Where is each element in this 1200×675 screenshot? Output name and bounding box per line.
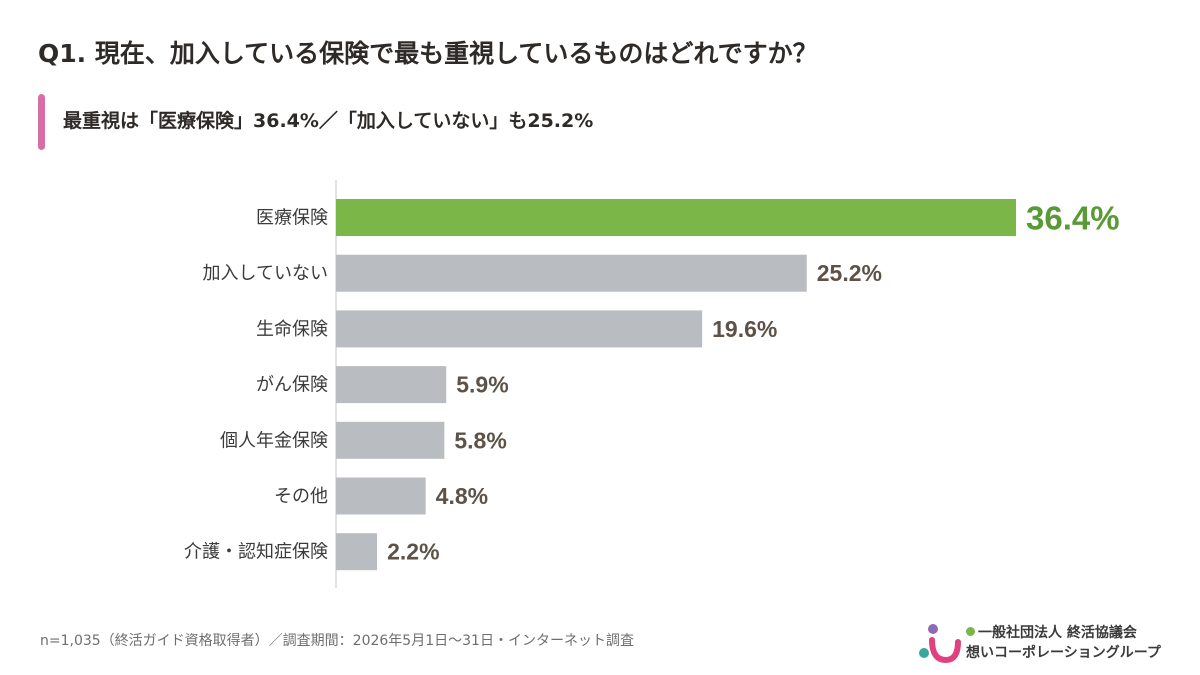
org-logo: 一般社団法人 終活協議会 想いコーポレーショングループ [918,620,1188,666]
org-name-line2: 想いコーポレーショングループ [966,645,1161,661]
org-logo-icon [919,624,961,664]
bar [336,533,378,571]
category-label: 個人年金保険 [220,430,328,451]
chart-subtitle: 最重視は「医療保険」36.4%／「加入していない」も25.2% [63,110,594,132]
bar [336,199,1016,236]
org-name-line1: 一般社団法人 終活協議会 [966,622,1137,642]
bar [336,366,447,404]
category-label: その他 [274,486,328,507]
value-label: 19.6% [712,316,777,342]
category-label: 加入していない [203,263,328,284]
subtitle-accent-bar [38,94,45,150]
bar [336,421,445,459]
bar [336,254,807,292]
value-label: 25.2% [817,260,882,286]
green-dot-icon [966,627,975,636]
org-name-text: 一般社団法人 終活協議会 [978,625,1137,641]
page-title: Q1. 現在、加入している保険で最も重視しているものはどれですか？ [38,39,818,68]
value-label: 5.9% [456,372,508,398]
category-label: がん保険 [256,375,328,396]
category-label: 医療保険 [256,208,328,229]
value-label: 4.8% [436,483,488,509]
bar-chart: 医療保険 36.4% 加入していない 25.2% 生命保険 19.6% がん保険 5.9% 個人… [184,180,1120,588]
value-label: 36.4% [1026,200,1120,237]
value-label: 5.8% [454,427,506,453]
category-label: 介護・認知症保険 [184,542,328,563]
bar [336,310,703,348]
category-label: 生命保険 [256,319,328,340]
survey-footnote: n=1,035（終活ガイド資格取得者）／調査期間：2026年5月1日〜31日・イ… [40,633,634,649]
value-label: 2.2% [387,539,439,565]
bar [336,477,426,515]
